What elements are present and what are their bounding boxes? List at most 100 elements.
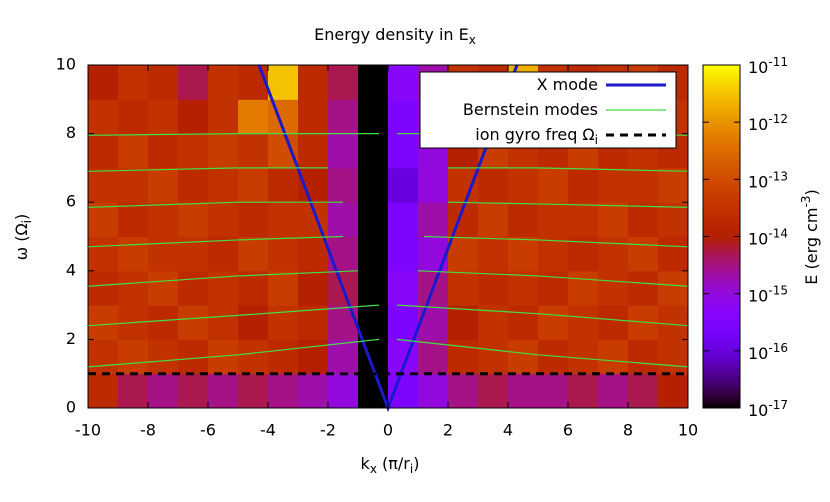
heat-cell [178,305,209,340]
heat-cell [388,133,419,169]
heat-cell [118,236,149,272]
colorbar-tick-label-part: -11 [768,55,788,69]
y-axis-label-part: ω (Ω [12,223,31,260]
heat-cell [448,305,479,340]
heat-cell [88,65,119,100]
heat-cell [298,133,329,169]
heat-cell [418,373,449,409]
heat-cell [148,236,179,272]
colorbar-tick-label-part: -15 [768,283,788,297]
heat-cell [538,167,569,203]
heat-cell [358,202,389,237]
heat-cell [388,202,419,237]
heat-cell [508,202,539,237]
heat-cell [538,305,569,340]
heat-cell [298,270,329,306]
heat-cell [178,167,209,203]
heat-cell [88,270,119,306]
heat-cell [598,270,629,306]
colorbar-tick-label-part: 10 [748,401,768,420]
heat-cell [388,270,419,306]
heat-cell [118,99,149,135]
heat-cell [208,305,239,340]
heat-cell [538,202,569,237]
heat-cell [478,202,509,237]
heat-cell [328,339,359,375]
heat-cell [328,167,359,203]
heat-cell [658,270,689,306]
heat-cell [238,236,269,272]
chart-title-part: Energy density in E [314,25,469,44]
heat-cell [328,373,359,409]
heat-cell [118,133,149,169]
heat-cell [358,373,389,409]
heat-cell [238,133,269,169]
heat-cell [448,270,479,306]
heat-cell [508,167,539,203]
heat-cell [448,167,479,203]
colorbar-tick-label: 10-15 [748,283,788,305]
heat-cell [298,236,329,272]
heat-cell [88,133,119,169]
heat-cell [88,305,119,340]
y-axis-label-part: ) [12,214,31,220]
colorbar-tick-label: 10-13 [748,169,788,191]
heat-cell [328,65,359,100]
x-tick-label: 4 [503,421,513,440]
heat-cell [268,373,299,409]
heat-cell [508,339,539,375]
colorbar-label: E (erg cm-3) [799,189,821,284]
heat-cell [478,373,509,409]
heat-cell [508,373,539,409]
x-tick-label: 0 [383,421,393,440]
x-axis-label-part: x [370,462,377,476]
heat-cell [148,305,179,340]
heat-cell [178,373,209,409]
colorbar-tick-label-part: -13 [768,169,788,183]
heat-cell [568,305,599,340]
heat-cell [88,167,119,203]
heat-cell [148,270,179,306]
heat-cell [88,202,119,237]
colorbar-tick-label-part: -17 [768,398,788,412]
heat-cell [268,305,299,340]
x-axis-label-part: i [410,462,413,476]
heat-cell [238,305,269,340]
heat-cell [628,167,659,203]
heat-cell [328,202,359,237]
heat-cell [178,270,209,306]
colorbar-tick-label: 10-12 [748,112,788,134]
y-tick-label: 4 [66,260,76,279]
x-tick-label: 6 [563,421,573,440]
heat-cell [508,305,539,340]
heat-cell [178,339,209,375]
x-tick-label: -10 [75,421,101,440]
colorbar-label-part: E (erg cm [802,208,821,285]
heat-cell [328,99,359,135]
colorbar-tick-label-part: 10 [748,115,768,134]
heat-cell [358,167,389,203]
y-axis-label-part: i [20,220,34,223]
heat-cell [418,167,449,203]
heat-cell [358,270,389,306]
heat-cell [448,236,479,272]
chart-title: Energy density in Ex [314,25,476,47]
y-tick-label: 2 [66,329,76,348]
heat-cell [628,339,659,375]
heat-cell [148,339,179,375]
legend-label: ion gyro freq Ωi [475,125,598,147]
heat-cell [148,133,179,169]
heat-cell [388,167,419,203]
heat-cell [238,202,269,237]
colorbar-tick-label-part: 10 [748,172,768,191]
heat-cell [148,202,179,237]
heat-cell [478,236,509,272]
heat-cell [568,339,599,375]
heat-cell [388,236,419,272]
heat-cell [418,339,449,375]
heat-cell [358,305,389,340]
legend-label-part: X mode [537,75,598,94]
heat-cell [358,65,389,100]
y-tick-label: 10 [56,55,76,74]
heat-cell [328,305,359,340]
